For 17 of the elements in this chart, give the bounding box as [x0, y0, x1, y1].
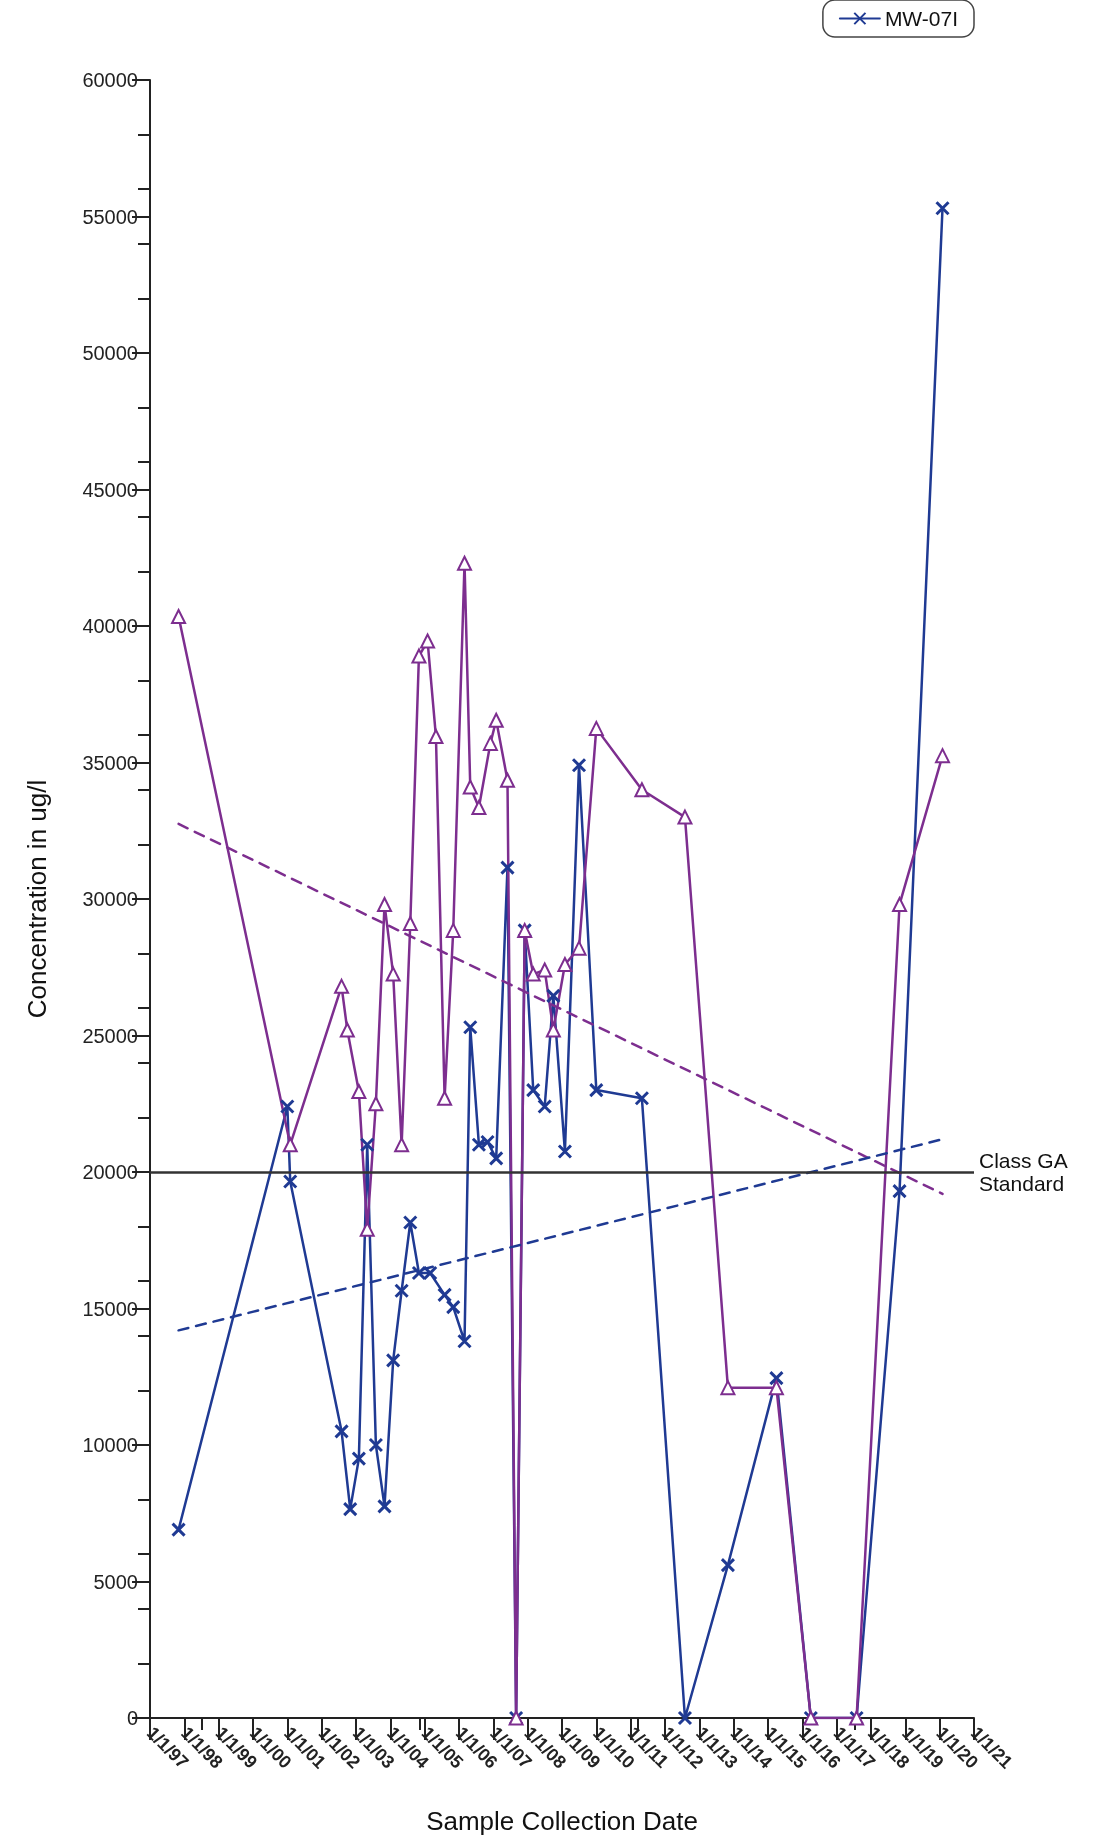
y-tick-label: 60000 [82, 69, 138, 91]
y-axis-title: Concentration in ug/l [22, 779, 52, 1019]
ref-line-label: Class GA Standard [979, 1149, 1073, 1195]
x-axis-title: Sample Collection Date [426, 1806, 698, 1836]
y-tick-label: 30000 [82, 888, 138, 910]
y-tick-label: 10000 [82, 1434, 138, 1456]
y-tick-label: 25000 [82, 1024, 138, 1047]
y-tick-label: 0 [126, 1707, 138, 1729]
y-tick-label: 15000 [82, 1297, 138, 1320]
y-tick-label: 35000 [82, 751, 138, 774]
legend-label: MW-07I [884, 7, 958, 30]
y-tick-label: 55000 [82, 205, 138, 228]
y-tick-label: 40000 [82, 615, 138, 637]
y-tick-label: 45000 [82, 478, 138, 501]
y-tick-label: 20000 [82, 1161, 138, 1183]
y-tick-label: 5000 [93, 1570, 138, 1593]
y-tick-label: 50000 [82, 342, 138, 364]
